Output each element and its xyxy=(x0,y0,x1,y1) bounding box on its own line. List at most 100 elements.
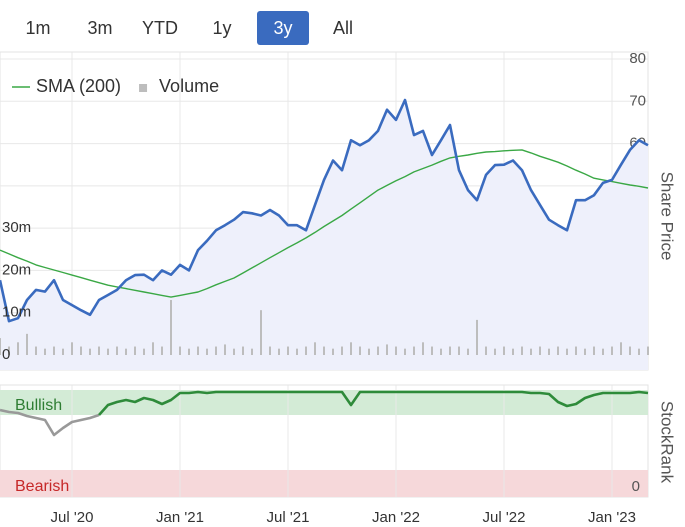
y-axis-title: StockRank xyxy=(658,401,677,484)
volume-bar xyxy=(71,342,73,355)
volume-bar xyxy=(629,346,631,355)
volume-bar xyxy=(260,310,262,355)
volume-bar xyxy=(575,346,577,355)
range-button-bg xyxy=(257,11,309,45)
volume-bar xyxy=(593,346,595,355)
volume-bar xyxy=(395,346,397,355)
x-tick-label: Jan '22 xyxy=(372,509,420,526)
range-button-label: 3y xyxy=(273,18,292,38)
legend-label: SMA (200) xyxy=(36,76,121,96)
volume-bar xyxy=(467,348,469,355)
range-button[interactable]: YTD xyxy=(142,18,178,38)
volume-bar xyxy=(404,348,406,355)
range-button[interactable]: 3m xyxy=(87,18,112,38)
range-button-label: 3m xyxy=(87,18,112,38)
y-tick-label: 70 xyxy=(629,92,646,109)
volume-bar xyxy=(0,338,1,355)
volume-bar xyxy=(458,346,460,355)
volume-bar xyxy=(44,348,46,355)
volume-bar xyxy=(494,348,496,355)
volume-bar xyxy=(557,346,559,355)
volume-bar xyxy=(647,346,649,355)
volume-bar xyxy=(152,342,154,355)
rank-line xyxy=(98,390,649,416)
range-button-label: All xyxy=(333,18,353,38)
volume-bar xyxy=(440,348,442,355)
y2-tick-label: 20m xyxy=(2,261,31,278)
volume-bar xyxy=(422,342,424,355)
volume-bar xyxy=(26,333,28,355)
volume-bar xyxy=(602,348,604,355)
volume-bar xyxy=(17,342,19,355)
y-tick-label: 0 xyxy=(632,478,640,495)
volume-bar xyxy=(368,348,370,355)
price-area xyxy=(0,100,648,370)
volume-bar xyxy=(98,346,100,355)
bullish-band xyxy=(0,390,648,415)
volume-bar xyxy=(215,346,217,355)
range-button[interactable]: 3y xyxy=(257,11,309,45)
volume-bar xyxy=(449,346,451,355)
range-button-label: 1y xyxy=(212,18,231,38)
volume-bar xyxy=(296,348,298,355)
volume-bar xyxy=(116,346,118,355)
volume-bar xyxy=(305,346,307,355)
volume-bar xyxy=(179,346,181,355)
volume-bar xyxy=(386,344,388,355)
volume-bar xyxy=(251,348,253,355)
volume-bar xyxy=(269,346,271,355)
volume-bar xyxy=(584,348,586,355)
volume-bar xyxy=(638,348,640,355)
x-tick-label: Jul '21 xyxy=(267,509,310,526)
range-button[interactable]: 1m xyxy=(25,18,50,38)
volume-bar xyxy=(413,346,415,355)
bullish-label: Bullish xyxy=(15,397,62,414)
volume-bar xyxy=(8,346,10,355)
volume-bar xyxy=(197,346,199,355)
volume-bar xyxy=(485,346,487,355)
legend-symbol xyxy=(139,84,148,92)
x-tick-label: Jan '23 xyxy=(588,509,636,526)
range-button-label: YTD xyxy=(142,18,178,38)
volume-bar xyxy=(530,348,532,355)
volume-bar xyxy=(620,342,622,355)
volume-bar xyxy=(80,346,82,355)
y2-tick-label: 30m xyxy=(2,219,31,236)
series-line xyxy=(0,98,649,323)
volume-bar xyxy=(188,348,190,355)
volume-bar xyxy=(170,300,172,355)
volume-bar xyxy=(287,346,289,355)
volume-bar xyxy=(341,346,343,355)
volume-bar xyxy=(278,348,280,355)
volume-bar xyxy=(89,348,91,355)
volume-bar xyxy=(125,348,127,355)
volume-bar xyxy=(35,346,37,355)
volume-bar xyxy=(143,348,145,355)
volume-bar xyxy=(53,346,55,355)
rank-line xyxy=(0,408,100,437)
y-axis-title: Share Price xyxy=(658,172,677,261)
volume-bar xyxy=(134,346,136,355)
volume-bar xyxy=(323,346,325,355)
volume-bar xyxy=(566,348,568,355)
range-button[interactable]: 1y xyxy=(212,18,231,38)
x-tick-label: Jan '21 xyxy=(156,509,204,526)
y2-tick-label: 10m xyxy=(2,304,31,321)
volume-bar xyxy=(548,348,550,355)
volume-bar xyxy=(107,348,109,355)
bearish-label: Bearish xyxy=(15,478,69,495)
range-button[interactable]: All xyxy=(333,18,353,38)
range-button-label: 1m xyxy=(25,18,50,38)
y2-tick-label: 0 xyxy=(2,346,10,363)
volume-bar xyxy=(233,348,235,355)
volume-bar xyxy=(611,346,613,355)
volume-bar xyxy=(62,348,64,355)
x-tick-label: Jul '22 xyxy=(483,509,526,526)
volume-bar xyxy=(476,319,478,355)
volume-bar xyxy=(503,346,505,355)
volume-bar xyxy=(359,346,361,355)
volume-bar xyxy=(314,342,316,355)
volume-bar xyxy=(377,346,379,355)
volume-bar xyxy=(521,346,523,355)
